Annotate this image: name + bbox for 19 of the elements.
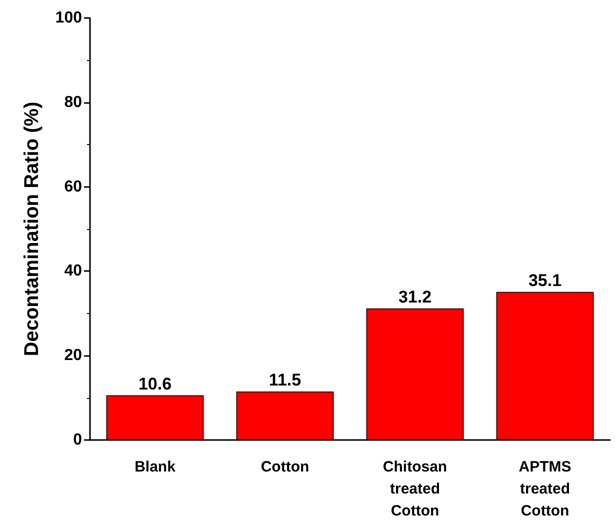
y-tick-label: 0: [73, 432, 82, 448]
y-tick-label: 20: [64, 347, 82, 364]
data-label: 10.6: [138, 374, 172, 394]
y-tick-label: 80: [64, 94, 82, 111]
bar: [106, 395, 204, 440]
y-tick-label: 40: [64, 262, 82, 280]
x-tick-label: Cotton: [260, 458, 310, 476]
y-tick-label: 60: [64, 178, 82, 196]
x-tick-label: Chitosan treated Cotton: [382, 458, 448, 520]
x-tick-label: Blank: [134, 458, 176, 476]
bar: [366, 308, 464, 440]
y-axis-title: Decontamination Ratio (%): [21, 102, 43, 356]
data-label: 11.5: [268, 370, 302, 390]
data-label: 35.1: [528, 270, 562, 290]
y-tick-label: 100: [55, 10, 82, 26]
bar: [496, 292, 594, 440]
x-tick-label: APTMS treated Cotton: [518, 458, 572, 520]
data-label: 31.2: [398, 287, 432, 306]
bar: [236, 391, 334, 440]
